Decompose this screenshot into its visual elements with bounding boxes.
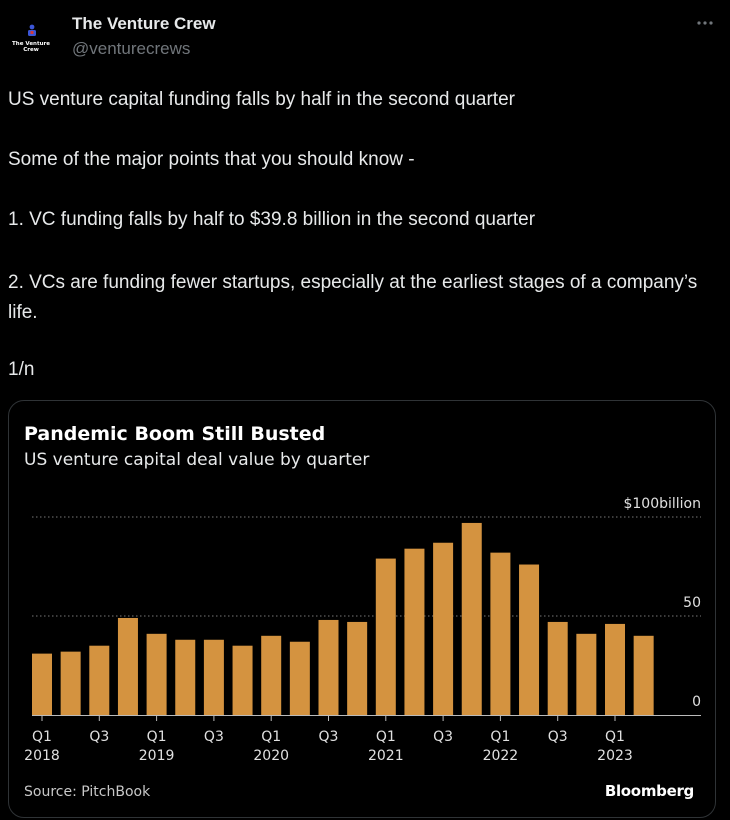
x-tick-label: Q3: [89, 729, 109, 745]
account-handle[interactable]: @venturecrews: [72, 39, 191, 58]
bar: [605, 623, 625, 715]
tweet-paragraph: 1/n: [8, 359, 35, 380]
bar: [347, 621, 368, 715]
x-year-label: 2021: [368, 748, 404, 764]
bar: [60, 651, 81, 715]
bar: [404, 548, 425, 715]
x-tick-label: Q1: [147, 729, 167, 745]
account-name[interactable]: The Venture Crew: [72, 14, 216, 33]
x-year-label: 2020: [253, 748, 289, 764]
bar: [318, 619, 339, 715]
bar: [576, 633, 597, 715]
avatar-logo-text: The Venture Crew: [12, 41, 50, 53]
bloomberg-logo: Bloomberg: [604, 782, 694, 800]
x-tick-label: Q3: [319, 729, 339, 745]
chart-image-card[interactable]: Pandemic Boom Still Busted US venture ca…: [8, 400, 716, 818]
bar: [633, 635, 654, 715]
y-tick-label: 50: [683, 595, 701, 611]
chart-source: Source: PitchBook: [24, 784, 151, 800]
bar: [32, 653, 52, 715]
bar: [117, 617, 138, 715]
x-tick-label: Q1: [32, 729, 52, 745]
y-tick-label: 0: [692, 694, 701, 710]
x-year-label: 2018: [24, 748, 60, 764]
x-tick-label: Q3: [433, 729, 453, 745]
tweet-paragraph: 1. VC funding falls by half to $39.8 bil…: [8, 209, 536, 230]
bar: [490, 552, 511, 715]
x-tick-label: Q3: [204, 729, 224, 745]
x-tick-label: Q1: [261, 729, 281, 745]
x-year-label: 2019: [139, 748, 175, 764]
bar: [203, 639, 224, 715]
more-options-icon[interactable]: [695, 16, 715, 30]
tweet-paragraph: US venture capital funding falls by half…: [8, 89, 515, 110]
x-tick-label: Q1: [605, 729, 625, 745]
avatar[interactable]: The Venture Crew: [6, 15, 56, 65]
bar: [146, 633, 167, 715]
bar: [289, 641, 310, 715]
logo-icon: [28, 24, 36, 36]
x-tick-label: Q1: [376, 729, 396, 745]
x-tick-label: Q3: [548, 729, 568, 745]
bar: [519, 564, 540, 715]
x-year-label: 2023: [597, 748, 633, 764]
bar: [89, 645, 110, 715]
chart-subtitle: US venture capital deal value by quarter: [24, 450, 370, 470]
bar: [547, 621, 568, 715]
bar: [261, 635, 282, 715]
bar: [433, 542, 454, 715]
bar-chart: $100billion 50 0 Q1 Q3 Q1 Q3 Q1 Q3 Q1 Q3 Q1 Q3 Q1 2018…: [24, 496, 701, 764]
bar: [375, 558, 396, 715]
chart-title: Pandemic Boom Still Busted: [24, 423, 326, 445]
tweet-paragraph: Some of the major points that you should…: [8, 149, 415, 170]
tweet-paragraph: 2. VCs are funding fewer startups, espec…: [8, 272, 698, 323]
x-tick-label: Q1: [490, 729, 510, 745]
bar: [175, 639, 196, 715]
y-tick-label: $100billion: [623, 496, 701, 512]
x-year-label: 2022: [483, 748, 519, 764]
bar: [232, 645, 253, 715]
bar: [461, 522, 482, 715]
